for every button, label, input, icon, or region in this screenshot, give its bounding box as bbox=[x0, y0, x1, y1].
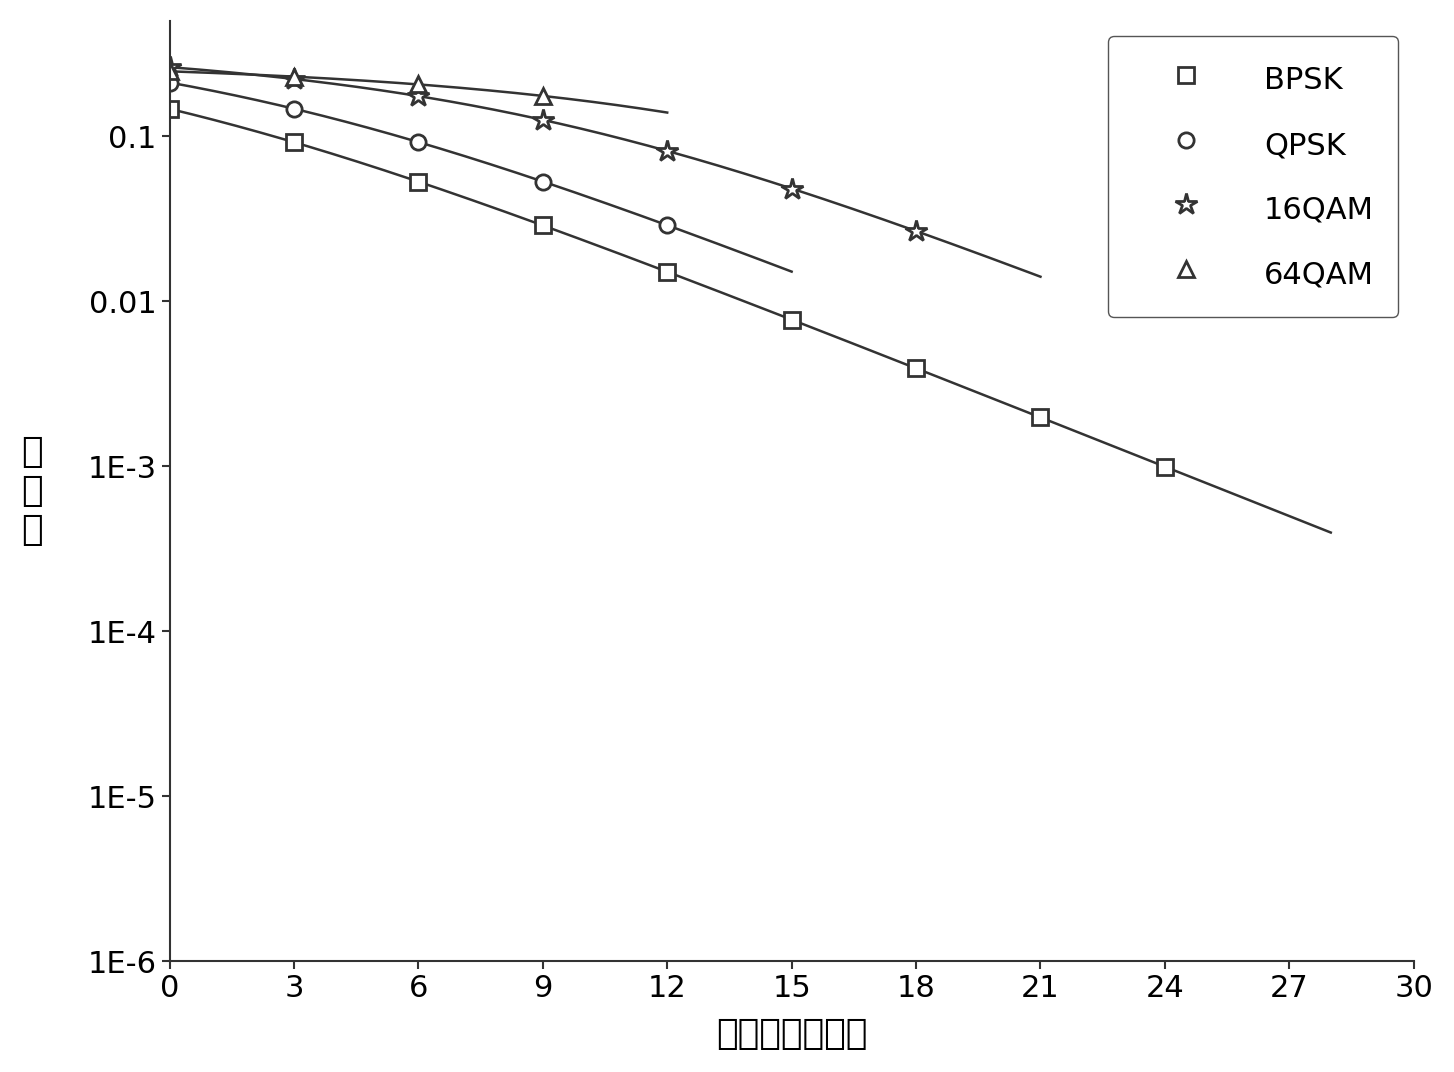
QPSK bbox=[285, 102, 302, 115]
BPSK bbox=[659, 266, 676, 279]
X-axis label: 信道平均信噪比: 信道平均信噪比 bbox=[715, 1017, 868, 1052]
BPSK bbox=[534, 219, 551, 232]
QPSK bbox=[410, 136, 427, 149]
16QAM bbox=[659, 145, 676, 158]
Line: BPSK: BPSK bbox=[161, 101, 1172, 474]
BPSK bbox=[410, 175, 427, 188]
Line: 16QAM: 16QAM bbox=[158, 56, 928, 242]
BPSK bbox=[1032, 411, 1050, 423]
BPSK bbox=[161, 103, 179, 116]
16QAM bbox=[907, 225, 925, 238]
BPSK bbox=[1156, 460, 1173, 473]
Line: 64QAM: 64QAM bbox=[161, 63, 551, 104]
Line: QPSK: QPSK bbox=[161, 75, 675, 233]
QPSK bbox=[534, 175, 551, 188]
BPSK bbox=[782, 313, 800, 326]
16QAM bbox=[410, 90, 427, 103]
16QAM bbox=[161, 61, 179, 74]
Legend: BPSK, QPSK, 16QAM, 64QAM: BPSK, QPSK, 16QAM, 64QAM bbox=[1108, 36, 1399, 316]
QPSK bbox=[659, 219, 676, 232]
64QAM bbox=[285, 70, 302, 83]
Y-axis label: 误
码
率: 误 码 率 bbox=[20, 434, 42, 548]
16QAM bbox=[534, 114, 551, 126]
BPSK bbox=[907, 362, 925, 375]
64QAM bbox=[534, 89, 551, 102]
BPSK bbox=[285, 136, 302, 149]
64QAM bbox=[410, 78, 427, 91]
16QAM bbox=[782, 182, 800, 195]
QPSK bbox=[161, 76, 179, 89]
16QAM bbox=[285, 73, 302, 86]
64QAM bbox=[161, 65, 179, 78]
